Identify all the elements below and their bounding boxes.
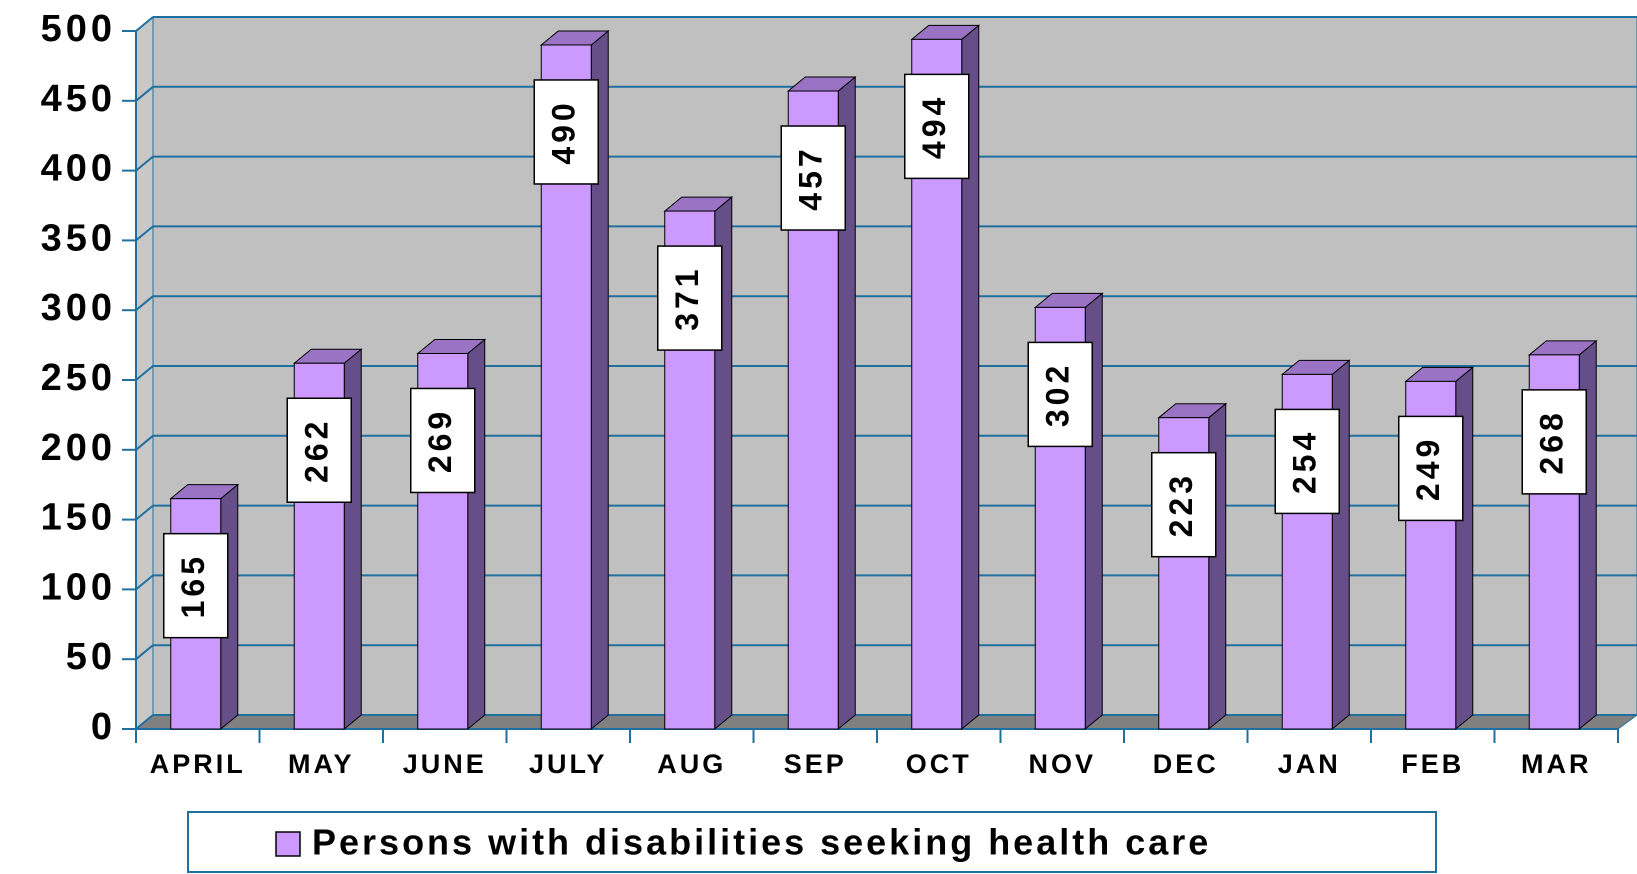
y-tick-label: 300 — [41, 287, 116, 329]
value-label: 254 — [1287, 429, 1323, 494]
grid-line — [135, 86, 154, 102]
grid-line — [135, 155, 154, 172]
grid-line — [135, 574, 154, 591]
value-label: 371 — [669, 265, 705, 330]
x-tick-label: MAY — [288, 749, 355, 779]
value-label-box — [1521, 389, 1587, 495]
legend-swatch — [275, 831, 301, 857]
value-label-box — [410, 387, 476, 494]
value-label: 262 — [299, 418, 335, 483]
value-label-box — [163, 532, 229, 639]
value-label-box — [533, 79, 599, 185]
y-tick-label: 50 — [66, 636, 116, 678]
legend-label: Persons with disabilities seeking health… — [312, 822, 1211, 863]
value-label-box — [286, 397, 352, 503]
value-label-box — [657, 245, 723, 351]
value-label: 249 — [1410, 436, 1446, 501]
y-tick-label: 400 — [41, 148, 116, 190]
value-label: 269 — [422, 408, 458, 473]
x-tick-label: JAN — [1278, 749, 1341, 779]
grid-line — [135, 435, 154, 451]
value-label-box — [1274, 408, 1340, 515]
x-tick-label: AUG — [657, 749, 726, 779]
value-label: 494 — [916, 94, 952, 159]
y-tick-label: 500 — [41, 8, 116, 50]
grid-line — [135, 225, 154, 242]
x-tick-label: DEC — [1153, 749, 1219, 779]
grid-line — [135, 714, 154, 730]
y-tick-label: 100 — [41, 566, 116, 608]
y-tick-label: 250 — [41, 357, 116, 399]
y-tick-label: 150 — [41, 497, 116, 539]
y-tick-label: 450 — [41, 78, 116, 120]
value-label-box — [1151, 451, 1217, 558]
x-tick-label: OCT — [906, 749, 972, 779]
x-tick-label: JUNE — [403, 749, 487, 779]
x-tick-label: MAR — [1521, 749, 1592, 779]
grid-line — [135, 16, 154, 32]
value-label-box — [780, 125, 846, 231]
value-label: 223 — [1163, 472, 1199, 537]
value-label-box — [904, 73, 970, 180]
x-tick-label: JULY — [529, 749, 608, 779]
x-tick-label: APRIL — [150, 749, 246, 779]
value-label: 490 — [546, 99, 582, 164]
value-label: 268 — [1534, 409, 1570, 474]
value-label: 457 — [793, 145, 829, 210]
value-label-box — [1398, 415, 1464, 522]
x-tick-label: SEP — [784, 749, 847, 779]
value-label-box — [1027, 341, 1093, 448]
x-tick-label: FEB — [1401, 749, 1464, 779]
grid-line — [135, 295, 154, 311]
grid-line — [135, 504, 154, 521]
y-tick-label: 350 — [41, 217, 116, 259]
grid-line — [135, 644, 154, 660]
y-tick-label: 200 — [41, 427, 116, 469]
y-tick-label: 0 — [91, 706, 116, 748]
value-label: 165 — [175, 553, 211, 618]
grid-line — [135, 365, 154, 381]
value-label: 302 — [1040, 362, 1076, 427]
legend-box — [187, 811, 1437, 873]
x-tick-label: NOV — [1028, 749, 1096, 779]
